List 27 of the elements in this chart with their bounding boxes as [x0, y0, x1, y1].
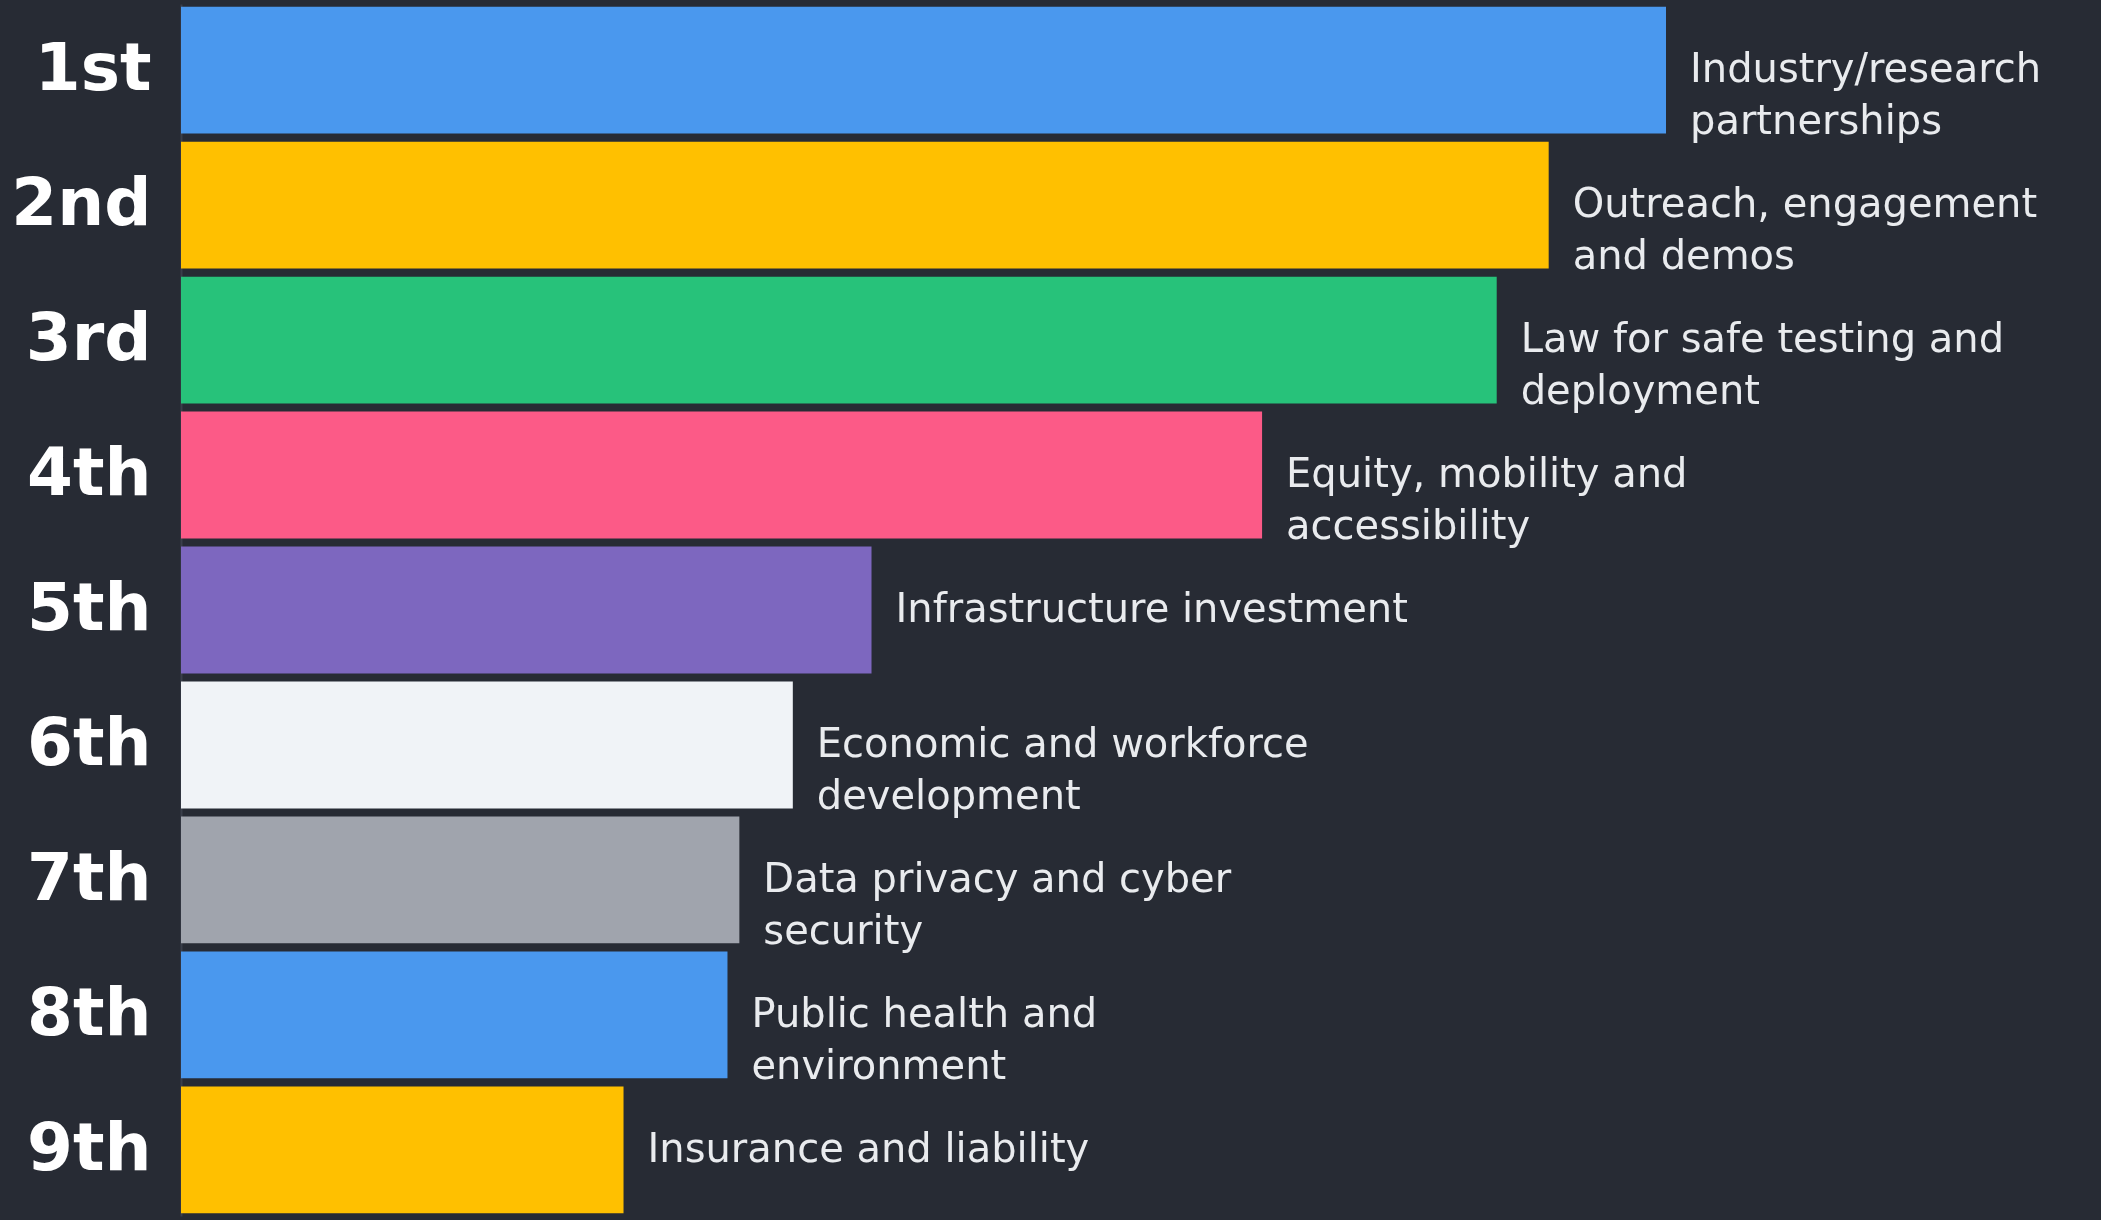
y-tick-label: 5th — [27, 569, 152, 646]
y-tick-label: 4th — [27, 434, 152, 512]
annotation: Law for safe testing and deployment — [1520, 315, 2005, 414]
annotation: Data privacy and cyber security — [763, 854, 1232, 953]
bar — [181, 411, 1263, 539]
y-tick-label: 3rd — [25, 299, 152, 377]
y-tick-label: 6th — [27, 703, 152, 781]
annotation: Insurance and liability — [647, 1124, 1090, 1171]
y-tick-label: 7th — [27, 838, 152, 916]
annotation: Industry/research partnerships — [1690, 45, 2042, 144]
bar — [181, 141, 1549, 269]
annotation: Equity, mobility and accessibility — [1286, 450, 1688, 549]
y-tick-label: 2nd — [11, 164, 152, 242]
bar — [181, 816, 740, 944]
bar — [181, 6, 1666, 134]
y-tick-label: 1st — [34, 29, 152, 107]
annotation: Economic and workforce development — [816, 719, 1309, 818]
bar — [181, 276, 1497, 404]
y-tick-label: 8th — [27, 973, 152, 1051]
annotation: Public health and environment — [751, 989, 1098, 1088]
annotation: Outreach, engagement and demos — [1572, 180, 2038, 279]
bar — [181, 1086, 624, 1214]
annotation: Infrastructure investment — [895, 585, 1408, 631]
bar — [181, 681, 793, 809]
bar — [181, 546, 872, 674]
bar — [181, 951, 728, 1079]
y-tick-label: 9th — [27, 1108, 152, 1186]
